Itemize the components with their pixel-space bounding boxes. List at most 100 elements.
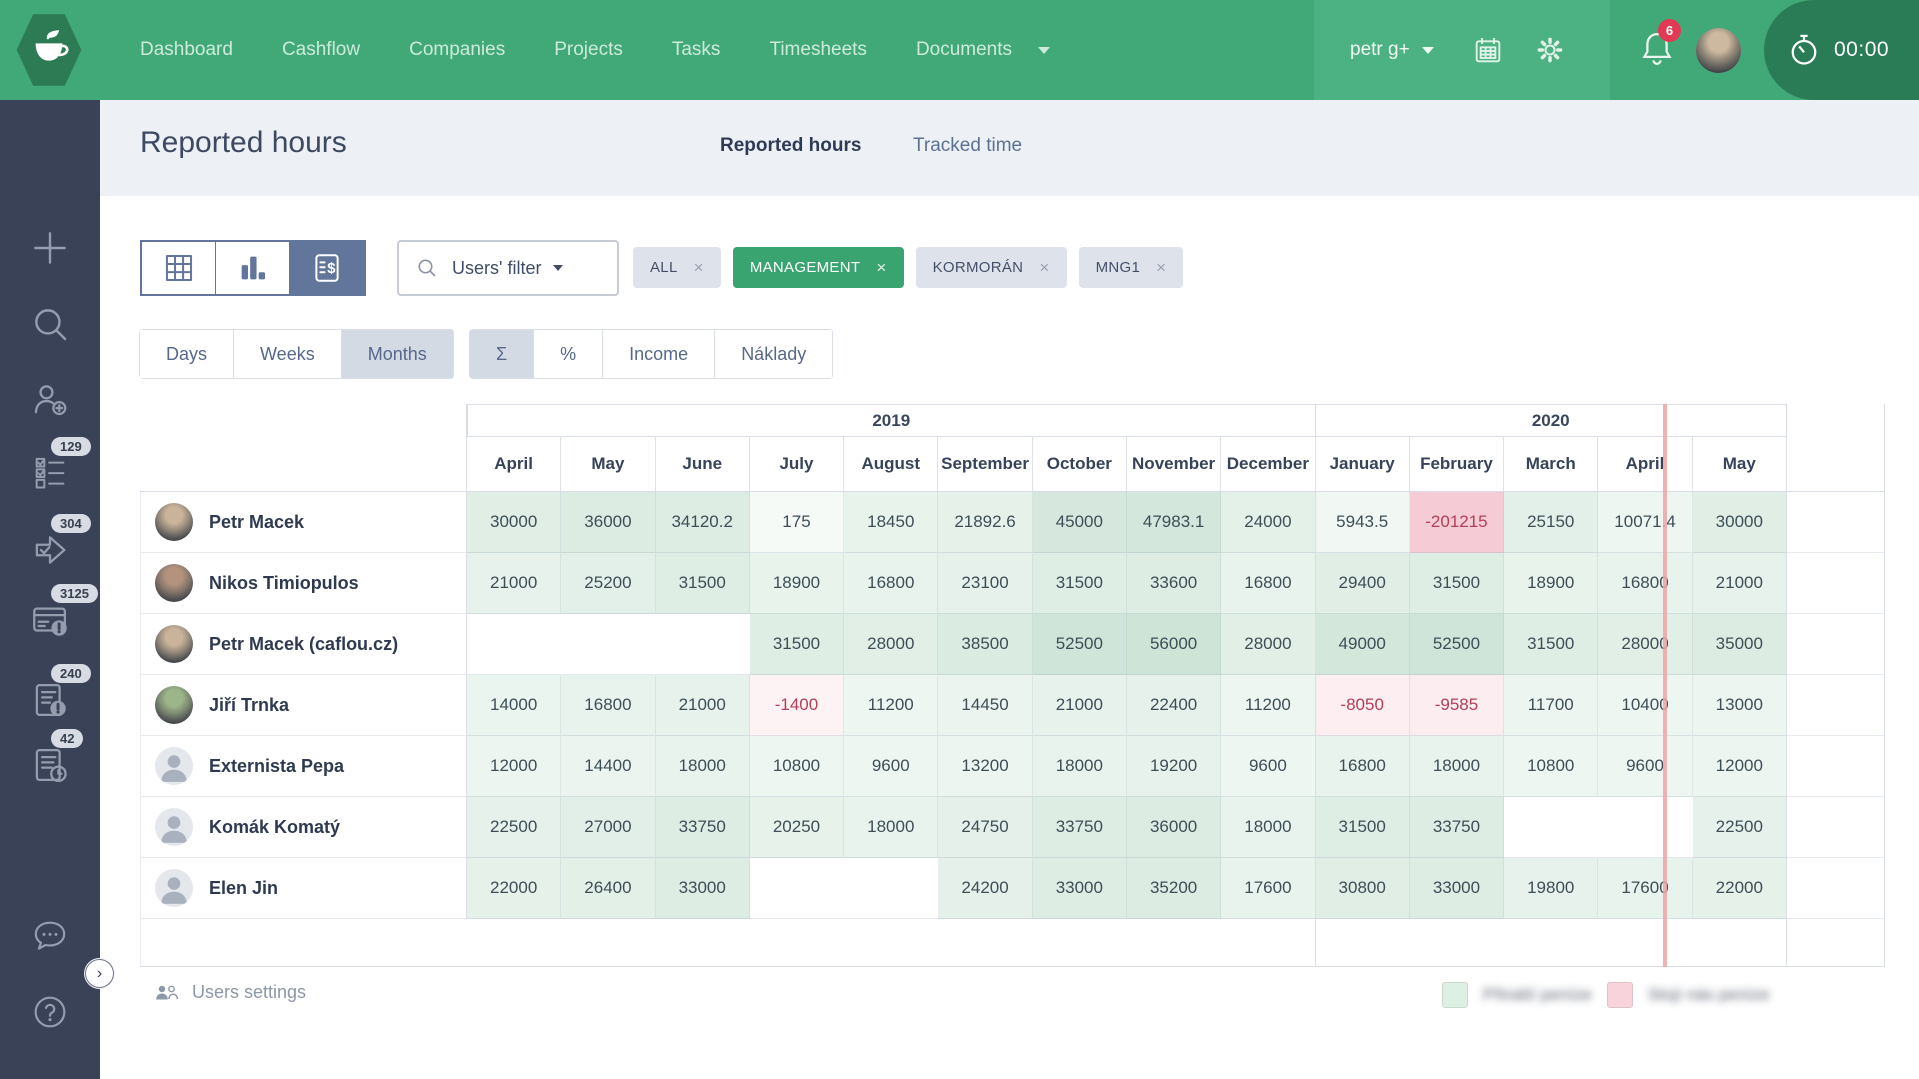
sidebar-item-checklist[interactable]: 129 (0, 437, 100, 501)
period-button-days[interactable]: Days (140, 330, 235, 378)
row-right-spacer (1786, 492, 1885, 553)
table-row-user[interactable]: Elen Jin (140, 858, 467, 919)
sidebar-item-help[interactable] (0, 984, 100, 1040)
calendar-icon[interactable] (1472, 34, 1504, 66)
metric-button--[interactable]: % (534, 330, 604, 378)
sidebar-item-card-alert[interactable]: 3125 (0, 584, 100, 648)
value-cell: 18000 (1409, 736, 1505, 797)
filter-chip-kormorán[interactable]: KORMORÁN × (915, 247, 1067, 288)
metric-button--[interactable]: Σ (470, 330, 535, 378)
sidebar-count-badge: 129 (51, 437, 91, 456)
chat-icon (30, 916, 70, 956)
chip-close-icon[interactable]: × (1156, 258, 1167, 277)
sidebar-count-badge: 304 (51, 514, 91, 533)
notifications-bell[interactable]: 6 (1636, 19, 1684, 78)
value-cell: 21000 (1692, 553, 1787, 614)
value-cell: 20250 (749, 797, 845, 858)
period-button-months[interactable]: Months (341, 330, 453, 378)
user-avatar[interactable] (1696, 28, 1741, 73)
app-logo[interactable] (16, 14, 82, 86)
sidebar-item-search[interactable] (0, 296, 100, 352)
table-row-user[interactable]: Externista Pepa (140, 736, 467, 797)
filter-chip-all[interactable]: ALL × (633, 247, 721, 288)
user-menu[interactable]: petr g+ (1350, 39, 1434, 61)
value-cell: 10800 (749, 736, 845, 797)
gear-icon[interactable] (1534, 34, 1566, 66)
month-header: August (844, 437, 939, 492)
sidebar-item-doc-alert[interactable]: 240 (0, 664, 100, 728)
nav-item-dashboard[interactable]: Dashboard (140, 39, 233, 61)
value-cell: 49000 (1315, 614, 1410, 675)
sidebar-item-plus[interactable] (0, 220, 100, 276)
filter-chip-management[interactable]: MANAGEMENT × (732, 247, 904, 288)
timer-widget[interactable]: 00:00 (1764, 0, 1919, 100)
tab-tracked-time[interactable]: Tracked time (913, 135, 1023, 156)
value-cell: 21892.6 (938, 492, 1033, 553)
help-icon (30, 992, 70, 1032)
nav-item-projects[interactable]: Projects (554, 39, 623, 61)
filter-chips: ALL × MANAGEMENT × KORMORÁN × MNG1 × (633, 247, 1184, 288)
table-corner-spacer (140, 404, 467, 492)
legend-swatch (1606, 982, 1633, 1008)
nav-item-timesheets[interactable]: Timesheets (769, 39, 867, 61)
value-cell: 21000 (467, 553, 562, 614)
view-toggle-grid[interactable] (142, 242, 216, 294)
filter-chip-mng1[interactable]: MNG1 × (1078, 247, 1184, 288)
value-cell: 35000 (1692, 614, 1787, 675)
value-cell: 28000 (1221, 614, 1316, 675)
value-cell (655, 614, 750, 675)
value-cell: 25150 (1504, 492, 1599, 553)
nav-item-cashflow[interactable]: Cashflow (282, 39, 360, 61)
metric-button-income[interactable]: Income (603, 330, 716, 378)
chevron-down-icon (1421, 46, 1434, 54)
value-cell: 33000 (1409, 858, 1505, 919)
users-filter-dropdown[interactable]: Users' filter (397, 240, 619, 296)
chip-label: ALL (650, 259, 678, 276)
users-settings-link[interactable]: Users settings (152, 980, 306, 1004)
nav-item-tasks[interactable]: Tasks (672, 39, 721, 61)
value-cell: -9585 (1409, 675, 1505, 736)
value-cell: 16800 (1221, 553, 1316, 614)
table-bottom-2019-area (467, 919, 1316, 967)
value-cell: -8050 (1315, 675, 1410, 736)
period-button-weeks[interactable]: Weeks (234, 330, 342, 378)
value-cell: 19800 (1504, 858, 1599, 919)
table-header-right-spacer (1786, 404, 1885, 492)
value-cell: 22400 (1126, 675, 1222, 736)
sidebar-expand-button[interactable]: › (84, 958, 115, 989)
table-row-user[interactable]: Petr Macek (140, 492, 467, 553)
chip-close-icon[interactable]: × (876, 258, 887, 277)
value-cell: 28000 (1598, 614, 1693, 675)
sidebar-item-doc-clock[interactable]: 42 (0, 729, 100, 793)
user-name: Elen Jin (209, 877, 279, 898)
metric-button-n-klady[interactable]: Náklady (715, 330, 833, 378)
value-cell (561, 614, 656, 675)
tab-reported-hours[interactable]: Reported hours (720, 135, 862, 156)
sidebar-item-user-add[interactable] (0, 372, 100, 428)
legend: Přináší peníze Stojí nás peníze (1442, 982, 1770, 1008)
table-row-user[interactable]: Jiří Trnka (140, 675, 467, 736)
table-row-user[interactable]: Nikos Timiopulos (140, 553, 467, 614)
view-toggle-bar-chart[interactable] (216, 242, 290, 294)
month-header: April (1598, 437, 1693, 492)
view-toggle-price-list[interactable]: $ (290, 242, 364, 294)
value-cell: 18000 (1032, 736, 1127, 797)
chip-close-icon[interactable]: × (1039, 258, 1050, 277)
avatar-placeholder (155, 869, 193, 907)
reported-hours-table: 2019 2020 April May June July August September O… (140, 404, 1885, 967)
user-name: Petr Macek (209, 511, 305, 532)
value-cell: 18000 (844, 797, 939, 858)
chip-close-icon[interactable]: × (693, 258, 704, 277)
table-row-user[interactable]: Petr Macek (caflou.cz) (140, 614, 467, 675)
value-cell (1598, 797, 1693, 858)
nav-item-documents[interactable]: Documents (916, 39, 1051, 61)
value-cell: 35200 (1126, 858, 1222, 919)
sidebar-item-chat[interactable] (0, 908, 100, 964)
month-header: May (1692, 437, 1787, 492)
sidebar-item-approve[interactable]: 304 (0, 514, 100, 578)
table-row-user[interactable]: Komák Komatý (140, 797, 467, 858)
value-cell: 33000 (655, 858, 750, 919)
avatar (155, 625, 193, 663)
row-right-spacer (1786, 614, 1885, 675)
nav-item-companies[interactable]: Companies (409, 39, 505, 61)
